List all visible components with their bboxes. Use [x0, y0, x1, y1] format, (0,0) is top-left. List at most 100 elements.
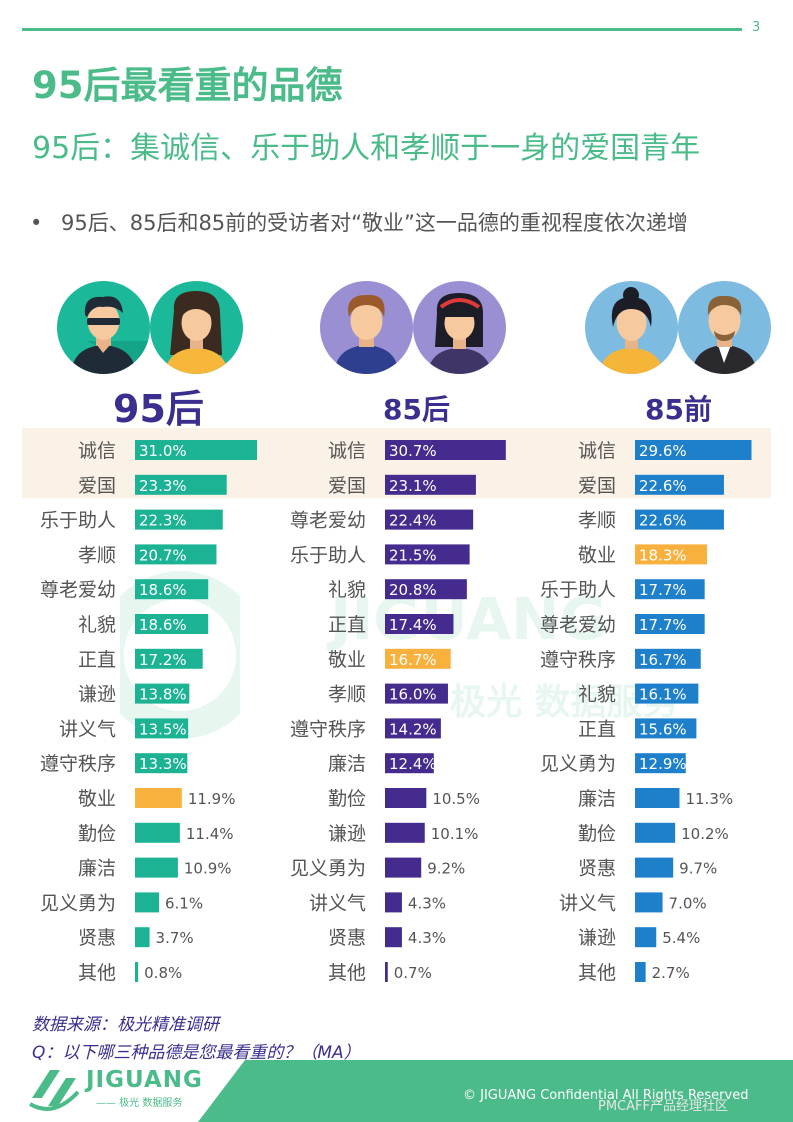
avatar-85pre-female-icon [585, 281, 678, 374]
value-label-85pre: 17.7% [639, 581, 687, 599]
category-label-85pre: 勤俭 [578, 823, 616, 845]
category-label-95: 敬业 [78, 788, 116, 810]
category-label-95: 贤惠 [78, 927, 116, 949]
value-label-85: 30.7% [389, 442, 437, 460]
category-label-95: 见义勇为 [40, 892, 116, 914]
jiguang-logo-icon [28, 1070, 80, 1111]
value-label-95: 18.6% [139, 616, 187, 634]
bar-charts: 诚信 31.0% 爱国 23.3% 乐于助人 22.3% 孝顺 20.7% 尊老爱幼 18.6% 礼… [40, 440, 752, 984]
category-label-85pre: 敬业 [578, 544, 616, 566]
gen-label-95-num: 95后 [113, 387, 204, 431]
bar-85pre [635, 474, 724, 495]
bar-95 [135, 718, 189, 739]
bar-95 [135, 614, 209, 634]
value-label-85: 12.4% [389, 755, 437, 773]
value-label-85pre: 2.7% [652, 964, 690, 982]
value-label-85pre: 29.6% [639, 442, 687, 460]
gen-label-85pre: 85前 [645, 393, 712, 426]
value-label-85pre: 12.9% [639, 755, 687, 773]
category-label-85: 敬业 [328, 649, 366, 671]
bar-85pre [635, 753, 686, 774]
bar-85pre [635, 579, 705, 600]
value-label-95: 17.2% [139, 651, 187, 669]
value-label-85: 21.5% [389, 546, 437, 564]
bar-85pre [635, 648, 701, 669]
bar-85 [385, 822, 425, 843]
category-label-95: 廉洁 [78, 858, 116, 880]
value-label-95: 22.3% [139, 512, 187, 530]
bar-85 [385, 614, 454, 634]
category-label-85: 礼貌 [328, 579, 366, 601]
bar-85 [385, 440, 506, 460]
top-rule [22, 28, 742, 31]
page-subtitle: 95后：集诚信、乐于助人和孝顺于一身的爱国青年 [32, 131, 701, 166]
value-label-85: 16.0% [389, 686, 437, 704]
category-label-85pre: 正直 [578, 718, 616, 740]
bar-95 [135, 648, 203, 669]
category-label-85pre: 遵守秩序 [540, 649, 616, 671]
value-label-85: 10.5% [432, 790, 480, 808]
category-label-95: 其他 [78, 962, 116, 984]
bar-85 [385, 544, 470, 565]
value-label-85: 23.1% [389, 477, 437, 495]
page-number: 3 [752, 20, 761, 35]
bar-95 [135, 857, 178, 878]
bar-85 [385, 962, 388, 982]
bar-85pre [635, 718, 697, 739]
gen-label-85: 85后 [383, 393, 450, 426]
gen-label-95: 95后 [113, 378, 204, 433]
bar-85pre [635, 683, 699, 704]
category-label-85pre: 爱国 [578, 475, 616, 497]
logo-text: JIGUANG [86, 1067, 203, 1093]
bar-85 [385, 474, 476, 495]
data-source: 数据来源：极光精准调研 [32, 1015, 219, 1035]
value-label-85: 4.3% [408, 894, 446, 912]
value-label-85pre: 22.6% [639, 477, 687, 495]
value-label-85: 10.1% [431, 825, 479, 843]
avatar-85-male-icon [320, 281, 413, 374]
bar-95 [135, 544, 217, 565]
category-label-85: 正直 [328, 614, 366, 636]
category-label-85: 尊老爱幼 [290, 510, 366, 532]
category-label-95: 诚信 [78, 440, 116, 462]
category-label-85pre: 谦逊 [578, 927, 616, 949]
bar-85 [385, 857, 422, 878]
category-label-95: 乐于助人 [40, 510, 116, 532]
bar-95 [135, 753, 188, 774]
value-label-85: 22.4% [389, 512, 437, 530]
bar-85pre [635, 614, 705, 634]
bar-85pre [635, 962, 646, 982]
value-label-95: 18.6% [139, 581, 187, 599]
value-label-85: 4.3% [408, 929, 446, 947]
bar-95 [135, 683, 190, 704]
category-label-85: 诚信 [328, 440, 366, 462]
value-label-85: 17.4% [389, 616, 437, 634]
value-label-85pre: 15.6% [639, 720, 687, 738]
category-label-85pre: 尊老爱幼 [540, 614, 616, 636]
category-label-85: 乐于助人 [290, 544, 366, 566]
value-label-85pre: 11.3% [685, 790, 733, 808]
bar-85 [385, 683, 448, 704]
category-label-85: 见义勇为 [290, 858, 366, 880]
category-label-85pre: 见义勇为 [540, 753, 616, 775]
bullet-point: • 95后、85后和85前的受访者对“敬业”这一品德的重视程度依次递增 [30, 207, 760, 240]
avatar-85pre-male-icon [678, 281, 771, 374]
bar-95 [135, 440, 257, 460]
category-label-95: 勤俭 [78, 823, 116, 845]
bar-85 [385, 579, 467, 600]
value-label-95: 31.0% [139, 442, 187, 460]
value-label-85pre: 7.0% [669, 894, 707, 912]
value-label-95: 11.4% [186, 825, 234, 843]
bar-85pre [635, 440, 752, 460]
category-label-95: 讲义气 [59, 718, 116, 740]
value-label-85: 14.2% [389, 720, 437, 738]
value-label-95: 0.8% [144, 964, 182, 982]
bar-85pre [635, 892, 663, 913]
logo-subtitle: —— 极光 数据服务 [96, 1098, 183, 1109]
bar-85 [385, 509, 474, 530]
category-label-85: 讲义气 [309, 892, 366, 914]
bullet-dot: • [30, 211, 43, 235]
value-label-95: 13.8% [139, 686, 187, 704]
category-label-85pre: 贤惠 [578, 858, 616, 880]
bar-85 [385, 718, 441, 739]
